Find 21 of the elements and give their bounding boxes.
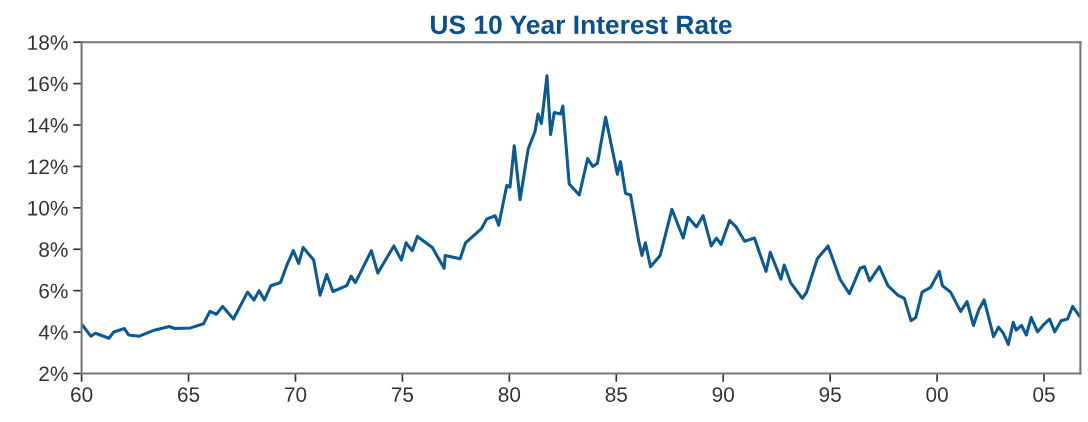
x-tick-label: 90	[712, 387, 734, 402]
y-tick-label: 8%	[39, 242, 68, 257]
y-tick-label: 14%	[28, 118, 68, 133]
x-tick-label: 00	[926, 387, 948, 402]
x-tick-label: 05	[1033, 387, 1055, 402]
y-tick-label: 6%	[39, 283, 68, 299]
y-tick-label: 4%	[38, 325, 68, 340]
y-tick-label: 10%	[28, 200, 68, 216]
x-tick-label: 65	[178, 387, 200, 402]
x-tick-label: 75	[391, 387, 414, 402]
x-tick-label: 85	[605, 387, 627, 402]
line-series	[81, 74, 1081, 347]
x-tick-label: 80	[498, 387, 521, 402]
y-tick-label: 18%	[28, 35, 68, 50]
y-tick-label: 16%	[28, 76, 68, 92]
y-tick-label: 2%	[39, 366, 68, 382]
x-tick-label: 70	[284, 387, 307, 402]
y-tick-label: 12%	[28, 159, 68, 175]
chart-title: US 10 Year Interest Rate	[431, 15, 732, 35]
x-tick-label: 60	[71, 387, 93, 402]
x-tick-label: 95	[819, 387, 841, 402]
